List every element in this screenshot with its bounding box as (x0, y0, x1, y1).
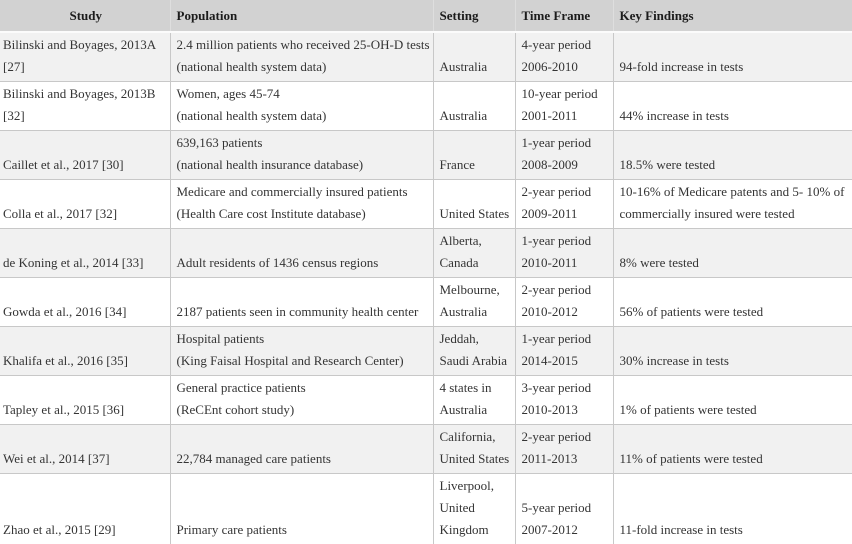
header-row: Study Population Setting Time Frame Key … (0, 0, 852, 32)
cell-key-findings: 10-16% of Medicare patents and 5- 10% of… (613, 180, 852, 229)
cell-time-frame: 1-year period 2008-2009 (515, 131, 613, 180)
cell-key-findings: 56% of patients were tested (613, 278, 852, 327)
cell-key-findings: 18.5% were tested (613, 131, 852, 180)
cell-study: Tapley et al., 2015 [36] (0, 376, 170, 425)
cell-time-frame: 1-year period 2010-2011 (515, 229, 613, 278)
cell-study: Zhao et al., 2015 [29] (0, 474, 170, 544)
cell-study: Gowda et al., 2016 [34] (0, 278, 170, 327)
cell-population: General practice patients (ReCEnt cohort… (170, 376, 433, 425)
table-row: Khalifa et al., 2016 [35] Hospital patie… (0, 327, 852, 376)
cell-key-findings: 1% of patients were tested (613, 376, 852, 425)
table-row: Bilinski and Boyages, 2013A [27] 2.4 mil… (0, 32, 852, 82)
cell-study: Bilinski and Boyages, 2013B [32] (0, 82, 170, 131)
cell-population: Women, ages 45-74 (national health syste… (170, 82, 433, 131)
cell-setting: Jeddah, Saudi Arabia (433, 327, 515, 376)
table-row: Tapley et al., 2015 [36] General practic… (0, 376, 852, 425)
cell-study: Khalifa et al., 2016 [35] (0, 327, 170, 376)
cell-setting: Australia (433, 32, 515, 82)
cell-population: Hospital patients (King Faisal Hospital … (170, 327, 433, 376)
cell-setting: Australia (433, 82, 515, 131)
cell-population: Primary care patients (170, 474, 433, 544)
cell-time-frame: 2-year period 2010-2012 (515, 278, 613, 327)
cell-study: Caillet et al., 2017 [30] (0, 131, 170, 180)
col-header-study: Study (0, 0, 170, 32)
table-row: Wei et al., 2014 [37] 22,784 managed car… (0, 425, 852, 474)
table-row: Colla et al., 2017 [32] Medicare and com… (0, 180, 852, 229)
cell-setting: France (433, 131, 515, 180)
cell-population: 22,784 managed care patients (170, 425, 433, 474)
cell-time-frame: 3-year period 2010-2013 (515, 376, 613, 425)
table-row: Bilinski and Boyages, 2013B [32] Women, … (0, 82, 852, 131)
table-row: Caillet et al., 2017 [30] 639,163 patien… (0, 131, 852, 180)
table-row: de Koning et al., 2014 [33] Adult reside… (0, 229, 852, 278)
cell-population: 2187 patients seen in community health c… (170, 278, 433, 327)
cell-setting: 4 states in Australia (433, 376, 515, 425)
cell-population: Adult residents of 1436 census regions (170, 229, 433, 278)
cell-time-frame: 2-year period 2011-2013 (515, 425, 613, 474)
cell-time-frame: 4-year period 2006-2010 (515, 32, 613, 82)
cell-key-findings: 8% were tested (613, 229, 852, 278)
cell-key-findings: 11% of patients were tested (613, 425, 852, 474)
cell-study: Wei et al., 2014 [37] (0, 425, 170, 474)
cell-time-frame: 2-year period 2009-2011 (515, 180, 613, 229)
col-header-setting: Setting (433, 0, 515, 32)
cell-key-findings: 11-fold increase in tests (613, 474, 852, 544)
table-header: Study Population Setting Time Frame Key … (0, 0, 852, 32)
cell-setting: United States (433, 180, 515, 229)
cell-study: Colla et al., 2017 [32] (0, 180, 170, 229)
cell-population: Medicare and commercially insured patien… (170, 180, 433, 229)
cell-population: 2.4 million patients who received 25-OH-… (170, 32, 433, 82)
cell-setting: Melbourne, Australia (433, 278, 515, 327)
cell-study: Bilinski and Boyages, 2013A [27] (0, 32, 170, 82)
cell-setting: Liverpool, United Kingdom (433, 474, 515, 544)
cell-time-frame: 5-year period 2007-2012 (515, 474, 613, 544)
cell-population: 639,163 patients (national health insura… (170, 131, 433, 180)
table-row: Gowda et al., 2016 [34] 2187 patients se… (0, 278, 852, 327)
col-header-time-frame: Time Frame (515, 0, 613, 32)
cell-time-frame: 10-year period 2001-2011 (515, 82, 613, 131)
cell-setting: Alberta, Canada (433, 229, 515, 278)
table-body: Bilinski and Boyages, 2013A [27] 2.4 mil… (0, 32, 852, 544)
cell-key-findings: 94-fold increase in tests (613, 32, 852, 82)
col-header-key-findings: Key Findings (613, 0, 852, 32)
cell-time-frame: 1-year period 2014-2015 (515, 327, 613, 376)
cell-setting: California, United States (433, 425, 515, 474)
cell-key-findings: 30% increase in tests (613, 327, 852, 376)
cell-key-findings: 44% increase in tests (613, 82, 852, 131)
cell-study: de Koning et al., 2014 [33] (0, 229, 170, 278)
table-row: Zhao et al., 2015 [29] Primary care pati… (0, 474, 852, 544)
col-header-population: Population (170, 0, 433, 32)
